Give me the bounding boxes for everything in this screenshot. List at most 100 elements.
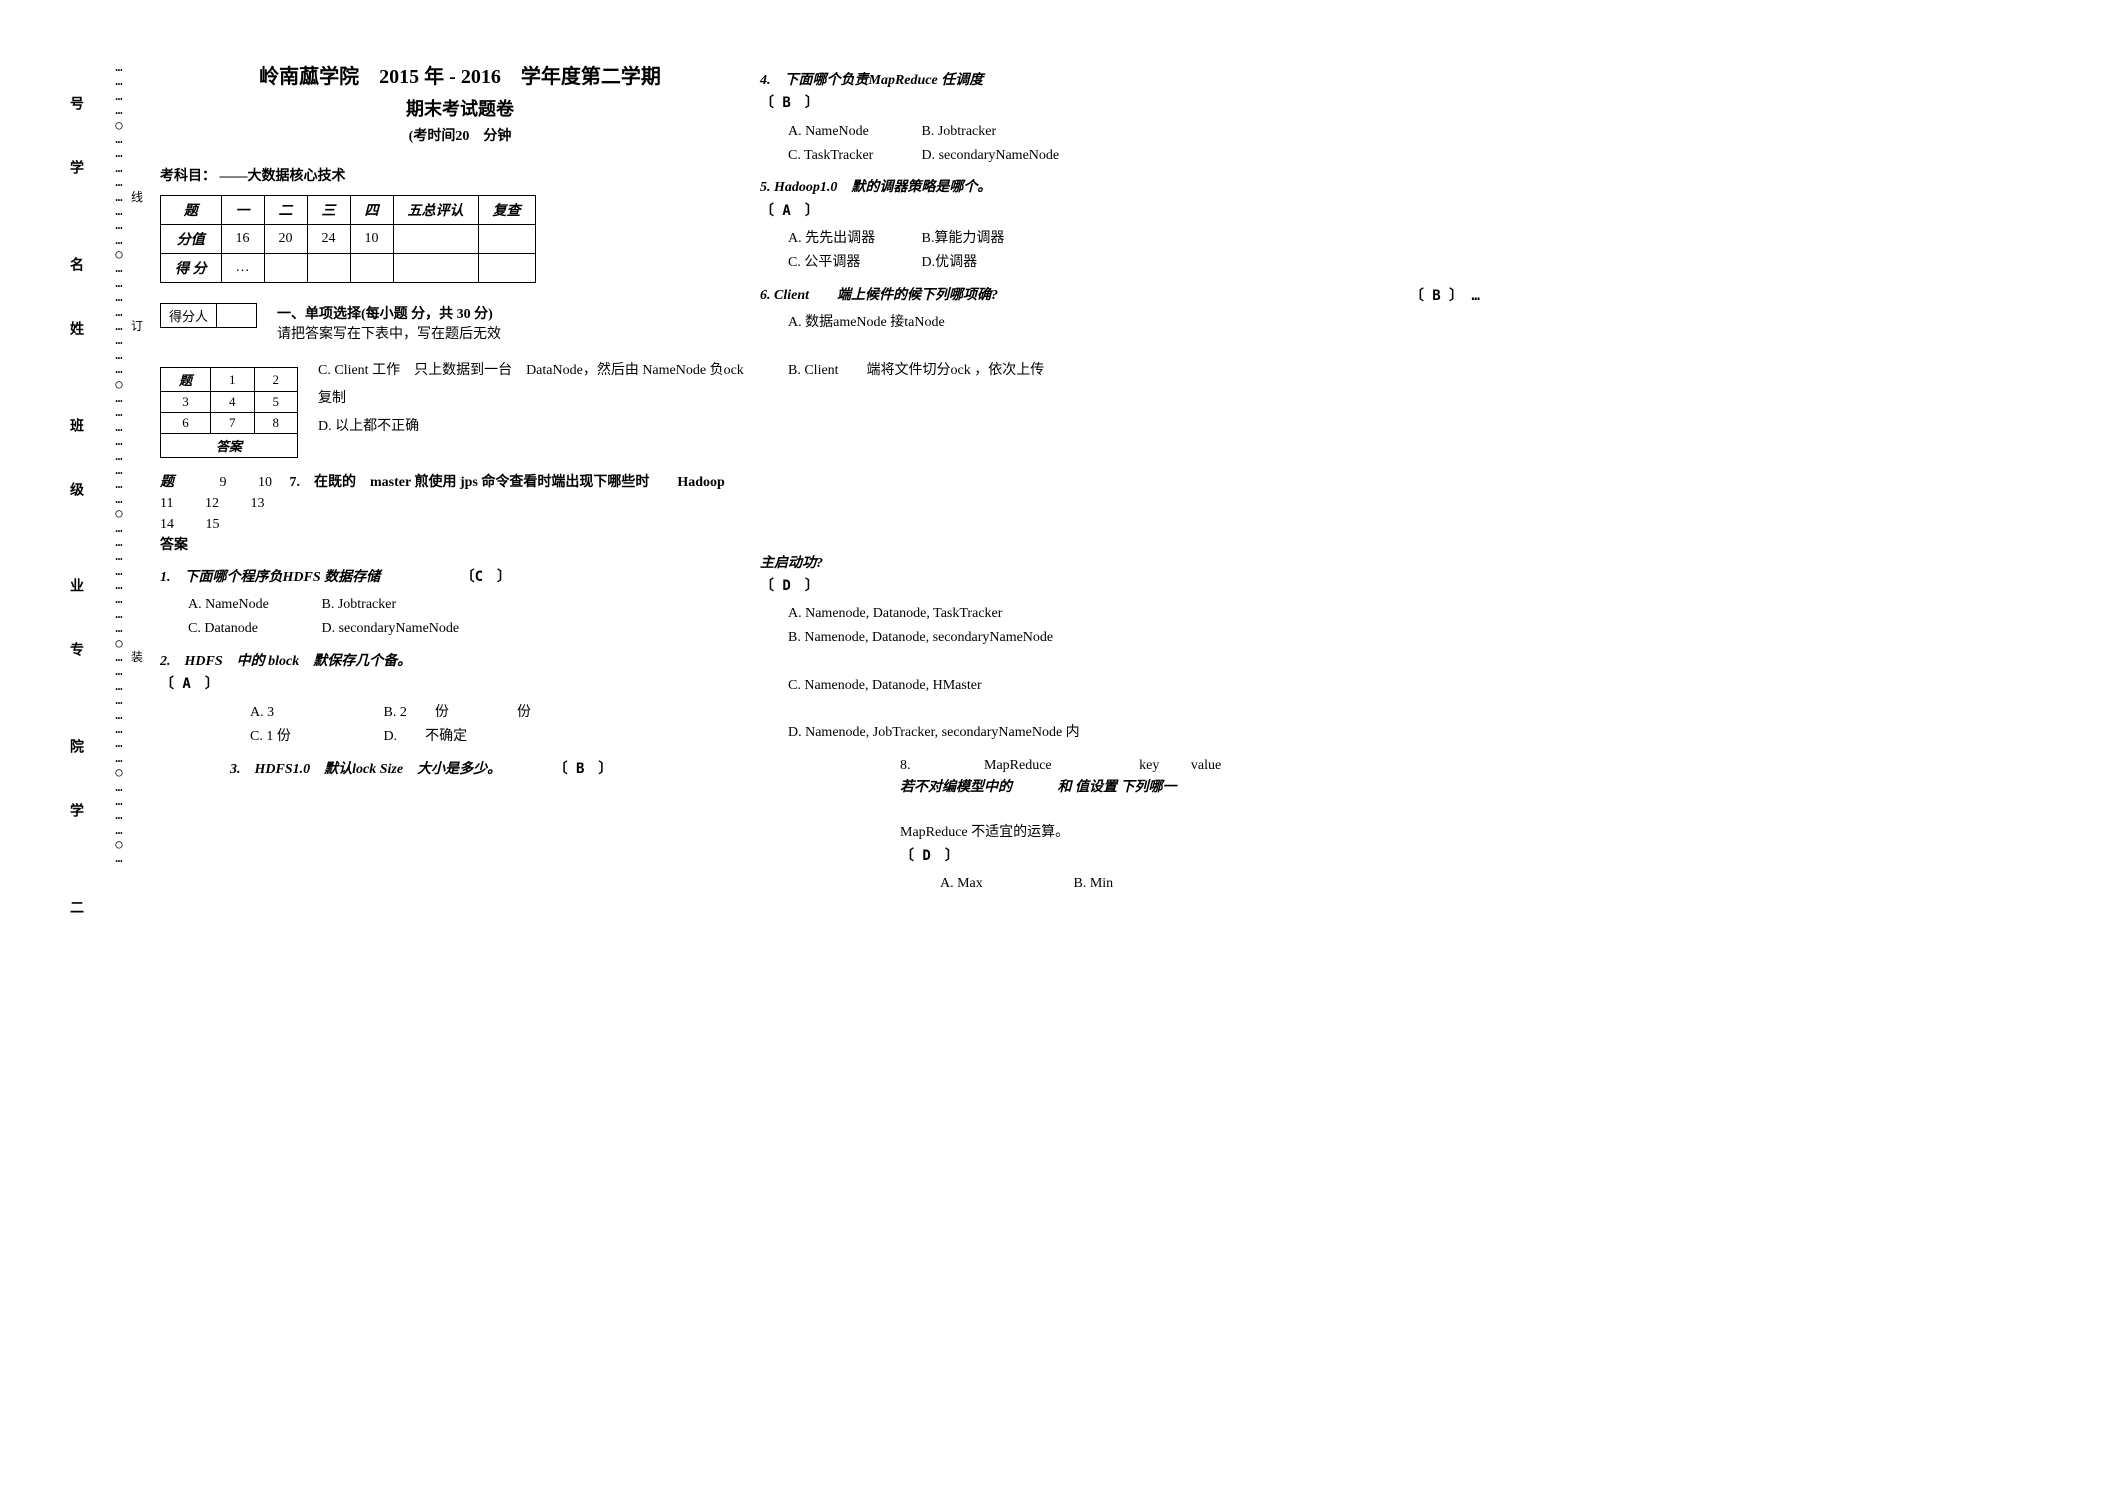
row-fenzhi: 分值	[161, 225, 222, 254]
cell	[264, 254, 307, 283]
q2-text: 2. HDFS 中的 block 默保存几个备。	[160, 654, 411, 669]
column-2: 4. 下面哪个负责MapReduce 任调度 〔 B 〕 A. NameNode…	[760, 60, 1480, 896]
binding-labels: 线 订 装	[128, 60, 146, 960]
answer-table-1: 题 1 2 3 4 5 6 7 8 答案	[160, 367, 298, 458]
label-banji: 班级	[65, 418, 85, 546]
label-zhuanye: 业专	[65, 578, 85, 706]
q8-d: value	[1191, 758, 1221, 773]
wrap-opts: C. Client 工作 只上数据到一台 DataNode，然后由 NameNo…	[318, 357, 760, 441]
question-3: 3. HDFS1.0 默认lock Size 大小是多少。 〔 B 〕	[230, 758, 760, 781]
cell: 24	[307, 225, 350, 254]
label-xingming: 名姓	[65, 257, 85, 385]
q6-opts: A. 数据ameNode 接taNode B. Client 端将文件切分ock…	[788, 311, 1480, 382]
cell	[307, 254, 350, 283]
n: 4	[211, 392, 255, 413]
n: 5	[254, 392, 298, 413]
label-xueyuan: 院学	[65, 739, 85, 867]
exam-header: 岭南蓏学院 2015 年 - 2016 学年度第二学期 期末考试题卷 (考时间2…	[160, 60, 760, 145]
binding-dots: … … … … ○ … … … … … … … … ○ … … … … … … …	[110, 60, 128, 960]
question-4: 4. 下面哪个负责MapReduce 任调度 〔 B 〕	[760, 70, 1480, 116]
section-1-note: 请把答案写在下表中，写在题后无效	[277, 323, 501, 343]
q4-c: C. TaskTracker	[788, 144, 918, 168]
q5-b: B.算能力调器	[922, 227, 1052, 251]
q1-opts: A. NameNode B. Jobtracker C. Datanode D.…	[188, 593, 760, 641]
q4-a: A. NameNode	[788, 120, 918, 144]
section-1-header: 得分人 一、单项选择(每小题 分，共 30 分) 请把答案写在下表中，写在题后无…	[160, 303, 760, 343]
cell	[393, 254, 478, 283]
q4-text: 4. 下面哪个负责MapReduce 任调度	[760, 73, 983, 88]
n: 10	[258, 475, 272, 490]
n: 3	[161, 392, 211, 413]
q5-ans: 〔 A 〕	[760, 203, 819, 219]
q7b-a: A. Namenode, Datanode, TaskTracker	[788, 602, 1480, 626]
ans2-h: 题	[160, 475, 174, 490]
q7b-b: B. Namenode, Datanode, secondaryNameNode	[788, 626, 1480, 650]
n: 1	[211, 368, 255, 392]
exam-time: (考时间20 分钟	[160, 125, 760, 145]
cell: …	[221, 254, 264, 283]
q7b-ans: 〔 D 〕	[760, 578, 819, 594]
question-8: 8. MapReduce key value 若不对编模型中的 和 值设置 下列…	[900, 755, 1480, 868]
question-6: 6. Client 端上候件的候下列哪项确? 〔 B 〕 …	[760, 285, 1480, 307]
q2-b: B. 2 份	[384, 701, 514, 725]
q8-e: 若不对编模型中的	[900, 780, 1012, 795]
q5-c: C. 公平调器	[788, 251, 918, 275]
subject-value: ——大数据核心技术	[220, 169, 346, 184]
cell: 10	[350, 225, 393, 254]
paper-title: 期末考试题卷	[160, 95, 760, 121]
cell	[478, 225, 535, 254]
q7b-d: D. Namenode, JobTracker, secondaryNameNo…	[788, 721, 1480, 745]
row-defen: 得 分	[161, 254, 222, 283]
q6-opt-c: C. Client 工作 只上数据到一台 DataNode，然后由 NameNo…	[318, 357, 760, 413]
q7b-text: 主启动功?	[760, 556, 823, 571]
question-1: 1. 下面哪个程序负HDFS 数据存储 〔C 〕	[160, 566, 760, 589]
q5-text: 5. Hadoop1.0 默的调器策略是哪个。	[760, 180, 991, 195]
label-er: 二	[65, 900, 85, 964]
q8-ans: 〔 D 〕	[900, 848, 959, 864]
ans2-label: 答案	[160, 538, 188, 553]
grader-blank	[217, 304, 257, 328]
q6-opt-d: D. 以上都不正确	[318, 413, 760, 441]
n: 14	[160, 517, 174, 532]
q1-a: A. NameNode	[188, 593, 318, 617]
section-1-desc: 一、单项选择(每小题 分，共 30 分) 请把答案写在下表中，写在题后无效	[277, 303, 501, 343]
q1-ans: 〔C 〕	[468, 569, 511, 585]
q4-b: B. Jobtracker	[922, 120, 1052, 144]
left-margin-labels: 号学 名姓 班级 业专 院学 二	[60, 80, 90, 980]
q5-opts: A. 先先出调器 B.算能力调器 C. 公平调器 D.优调器	[788, 227, 1480, 275]
n: 2	[254, 368, 298, 392]
question-2: 2. HDFS 中的 block 默保存几个备。 〔 A 〕	[160, 651, 760, 697]
n: 12	[205, 496, 219, 511]
q2-ans: 〔 A 〕	[160, 676, 219, 692]
q1-c: C. Datanode	[188, 617, 318, 641]
th-1: 一	[221, 196, 264, 225]
n: 6	[161, 413, 211, 434]
th-2: 二	[264, 196, 307, 225]
n: 9	[220, 475, 227, 490]
subject-line: 考科目： ——大数据核心技术	[160, 165, 760, 185]
school-title: 岭南蓏学院 2015 年 - 2016 学年度第二学期	[160, 60, 760, 89]
q4-ans: 〔 B 〕	[760, 95, 819, 111]
q3-ans: 〔 B 〕	[561, 761, 613, 777]
n: 15	[206, 517, 220, 532]
q7b-c: C. Namenode, Datanode, HMaster	[788, 674, 1480, 698]
q5-a: A. 先先出调器	[788, 227, 918, 251]
q8-opt-a: A. Max	[940, 872, 1070, 896]
q4-d: D. secondaryNameNode	[922, 144, 1060, 168]
q6-text: 6. Client 端上候件的候下列哪项确?	[760, 288, 998, 303]
answer-table-2: 题 9 10 7. 在既的 master 煎使用 jps 命令查看时端出现下哪些…	[160, 472, 760, 556]
q8-f: 和 值设置 下列哪一	[1058, 780, 1177, 795]
q2-opts: A. 3 B. 2 份 份 C. 1 份 D. 不确定	[250, 701, 760, 749]
q3-text: 3. HDFS1.0 默认lock Size 大小是多少。	[230, 762, 501, 777]
cell: 16	[221, 225, 264, 254]
q8-b: MapReduce	[984, 758, 1052, 773]
question-7b: 主启动功? 〔 D 〕	[760, 553, 1480, 599]
grader-label: 得分人	[161, 304, 217, 328]
section-1-title: 一、单项选择(每小题 分，共 30 分)	[277, 303, 501, 323]
q8-opt-b: B. Min	[1074, 872, 1204, 896]
subject-label: 考科目：	[160, 169, 216, 184]
q1-d: D. secondaryNameNode	[322, 617, 460, 641]
th-4: 四	[350, 196, 393, 225]
q6-ans: 〔 B 〕 …	[1410, 285, 1480, 307]
q8-opts: A. Max B. Min	[940, 872, 1480, 896]
